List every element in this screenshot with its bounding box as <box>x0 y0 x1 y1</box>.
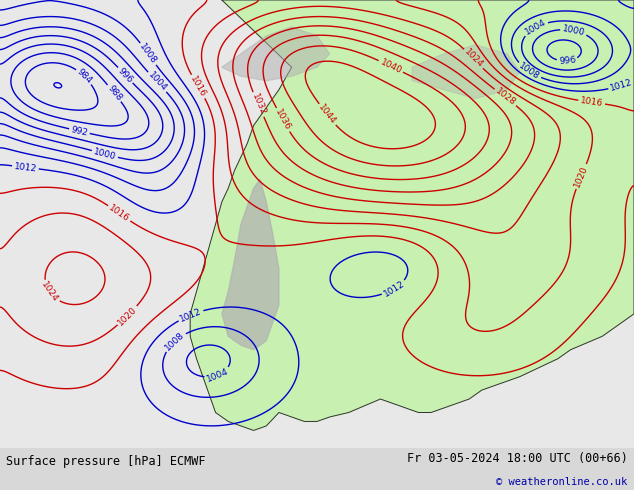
Text: Fr 03-05-2024 18:00 UTC (00+66): Fr 03-05-2024 18:00 UTC (00+66) <box>407 452 628 466</box>
Polygon shape <box>412 45 520 98</box>
Text: Surface pressure [hPa] ECMWF: Surface pressure [hPa] ECMWF <box>6 455 206 468</box>
Text: 1032: 1032 <box>250 92 267 117</box>
Text: 1016: 1016 <box>188 74 208 99</box>
Text: 1020: 1020 <box>573 164 590 189</box>
Text: 1028: 1028 <box>493 87 517 108</box>
Text: 1012: 1012 <box>13 162 37 173</box>
Text: 1000: 1000 <box>562 24 586 37</box>
Text: 1012: 1012 <box>178 306 203 323</box>
Text: 1020: 1020 <box>116 304 139 327</box>
Polygon shape <box>222 179 279 350</box>
Text: 984: 984 <box>75 67 94 86</box>
Text: 1016: 1016 <box>579 96 604 108</box>
Text: 1004: 1004 <box>146 71 168 94</box>
Text: 1036: 1036 <box>273 108 292 132</box>
Text: 1000: 1000 <box>93 147 117 161</box>
Text: 996: 996 <box>116 66 134 85</box>
Text: 996: 996 <box>559 56 576 66</box>
Text: 1012: 1012 <box>382 279 406 298</box>
Text: 1024: 1024 <box>39 280 60 304</box>
Text: 1012: 1012 <box>609 77 633 93</box>
Text: 1008: 1008 <box>164 330 186 353</box>
Polygon shape <box>190 0 634 430</box>
Text: 1008: 1008 <box>517 61 541 81</box>
Text: 1004: 1004 <box>523 18 548 37</box>
Polygon shape <box>222 27 330 81</box>
Text: 1040: 1040 <box>378 57 403 75</box>
Text: 1024: 1024 <box>462 48 485 70</box>
Text: 1016: 1016 <box>107 203 131 223</box>
Text: © weatheronline.co.uk: © weatheronline.co.uk <box>496 477 628 487</box>
Text: 988: 988 <box>105 84 123 103</box>
Text: 1044: 1044 <box>316 103 338 126</box>
Text: 1004: 1004 <box>205 367 230 383</box>
Text: 1008: 1008 <box>138 42 158 66</box>
Text: 992: 992 <box>70 125 89 137</box>
